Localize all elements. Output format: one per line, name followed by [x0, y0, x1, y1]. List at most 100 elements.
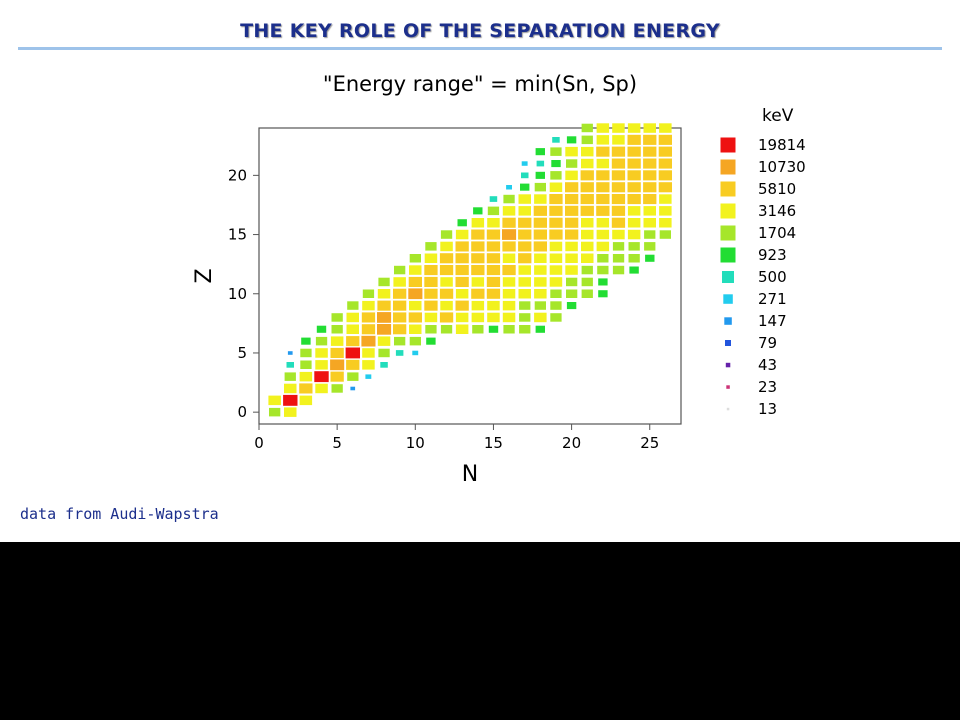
heatmap-cell	[471, 265, 485, 276]
heatmap-cell	[645, 254, 655, 262]
heatmap-cell	[550, 301, 562, 310]
heatmap-cell	[347, 301, 359, 310]
heatmap-cell	[565, 217, 579, 228]
heatmap-cell	[299, 395, 313, 406]
heatmap-cell	[549, 229, 563, 240]
heatmap-cell	[658, 134, 672, 145]
heatmap-cell	[627, 206, 641, 216]
heatmap-cell	[424, 300, 438, 311]
heatmap-cell	[534, 301, 546, 310]
heatmap-cell	[457, 219, 467, 227]
heatmap-cell	[659, 230, 671, 239]
heatmap-cell	[518, 241, 532, 252]
legend-label: 5810	[758, 180, 796, 198]
heatmap-cell	[628, 242, 640, 251]
legend-swatch	[720, 203, 736, 219]
x-tick-label: 0	[254, 434, 264, 452]
heatmap-cell	[424, 253, 438, 263]
heatmap-cell	[300, 360, 312, 369]
heatmap-cell	[565, 205, 579, 216]
heatmap-cell	[380, 362, 388, 368]
heatmap-cell	[550, 289, 562, 298]
heatmap-cell	[473, 207, 483, 215]
legend-swatch	[722, 271, 734, 283]
heatmap-cell	[471, 288, 485, 299]
legend-swatch	[723, 294, 733, 304]
heatmap-cell	[596, 241, 610, 252]
heatmap-cell	[506, 185, 512, 190]
heatmap-cell	[627, 170, 641, 181]
heatmap-cell	[612, 265, 625, 275]
heatmap-cell	[643, 170, 657, 181]
heatmap-cell	[424, 276, 438, 287]
heatmap-cell	[361, 335, 376, 347]
heatmap-cell	[503, 325, 515, 334]
title-divider	[18, 47, 942, 50]
heatmap-cell	[316, 325, 327, 333]
y-axis-ticks: 0 5 10 15 20	[228, 166, 259, 421]
heatmap-cell	[549, 217, 563, 228]
heatmap-cell	[472, 325, 484, 334]
heatmap-cell	[549, 205, 563, 216]
heatmap-cell	[581, 123, 593, 133]
heatmap-cell	[424, 265, 438, 276]
heatmap-cell	[393, 324, 407, 335]
heatmap-cell	[503, 194, 515, 204]
x-tick-label: 15	[484, 434, 503, 452]
heatmap-cell	[644, 230, 656, 239]
heatmap-cell	[286, 362, 294, 368]
y-tick-label: 5	[237, 344, 247, 362]
x-tick-label: 10	[406, 434, 425, 452]
heatmap-cell	[643, 158, 657, 169]
heatmap-cell	[502, 229, 517, 240]
heatmap-cell	[658, 146, 672, 157]
heatmap-cell	[378, 277, 390, 287]
y-tick-label: 0	[237, 403, 247, 421]
heatmap-cell	[502, 241, 516, 252]
y-axis-label: Z	[192, 268, 217, 283]
heatmap-cell	[518, 253, 532, 264]
heatmap-cell	[346, 336, 360, 347]
heatmap-cell	[565, 182, 579, 193]
heatmap-cell	[365, 374, 372, 379]
heatmap-cell	[502, 300, 516, 311]
heatmap-cell	[581, 253, 594, 263]
heatmap-cell	[534, 312, 547, 323]
heatmap-cell	[488, 325, 499, 333]
heatmap-cells	[268, 123, 672, 417]
heatmap-cell	[566, 302, 577, 310]
heatmap-cell	[425, 242, 437, 251]
heatmap-cell	[565, 146, 578, 157]
heatmap-cell	[581, 158, 594, 169]
heatmap-cell	[346, 324, 359, 334]
heatmap-cell	[596, 135, 610, 145]
heatmap-cell	[299, 371, 313, 382]
heatmap-cell	[409, 265, 422, 275]
heatmap-cell	[518, 229, 532, 240]
heatmap-cell	[533, 229, 547, 240]
legend-swatch	[720, 137, 736, 153]
heatmap-cell	[565, 194, 579, 205]
heatmap-cell	[424, 288, 438, 299]
heatmap-cell	[284, 372, 296, 381]
heatmap-cell	[518, 265, 531, 275]
heatmap-cell	[330, 336, 344, 346]
heatmap-cell	[489, 196, 498, 202]
heatmap-cell	[612, 242, 625, 251]
heatmap-cell	[534, 277, 547, 287]
heatmap-cell	[533, 205, 547, 216]
heatmap-cell	[612, 254, 625, 263]
heatmap-cell	[408, 276, 422, 287]
heatmap-cell	[350, 386, 356, 391]
heatmap-cell	[409, 254, 421, 263]
heatmap-cell	[536, 160, 545, 167]
heatmap-cell	[301, 337, 311, 345]
heatmap-cell	[424, 312, 438, 323]
heatmap-cell	[535, 325, 545, 333]
heatmap-cell	[612, 229, 625, 240]
color-legend: 19814 10730 5810 3146 1704 923 500 271 147 79 43 23…	[720, 136, 806, 418]
heatmap-cell	[611, 194, 626, 205]
heatmap-cell	[471, 300, 485, 311]
heatmap-cell	[580, 205, 594, 216]
heatmap-cell	[565, 229, 579, 240]
